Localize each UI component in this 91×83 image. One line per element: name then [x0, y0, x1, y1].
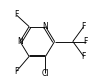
Text: F: F [82, 52, 86, 61]
Text: F: F [83, 37, 88, 46]
Text: N: N [43, 22, 48, 31]
Text: Cl: Cl [42, 69, 49, 78]
Text: F: F [82, 22, 86, 31]
Text: F: F [14, 10, 19, 19]
Text: N: N [17, 37, 23, 46]
Text: F: F [14, 67, 19, 76]
